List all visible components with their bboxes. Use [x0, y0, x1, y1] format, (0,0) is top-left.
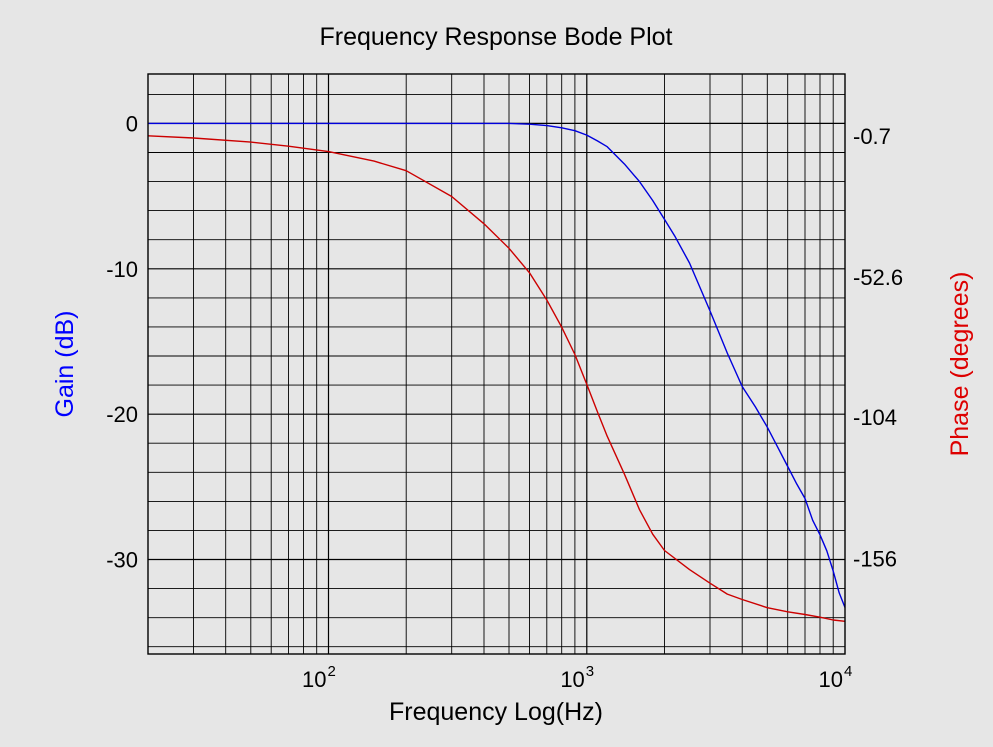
left-y-tick-label: -30 — [106, 548, 138, 573]
x-tick-label-base: 10 — [302, 667, 326, 692]
right-y-tick-label: -104 — [853, 405, 897, 430]
plot-frame — [147, 73, 846, 655]
x-tick-label-base: 10 — [560, 667, 584, 692]
x-tick-label-base: 10 — [819, 667, 843, 692]
left-y-tick-label: -10 — [106, 257, 138, 282]
left-y-tick-label: 0 — [126, 111, 138, 136]
gain-series-line — [148, 122, 846, 608]
phase-series-line — [147, 135, 846, 622]
plot-area — [148, 74, 845, 654]
left-y-axis-label: Gain (dB) — [51, 311, 79, 418]
left-y-tick-label: -20 — [106, 402, 138, 427]
chart-title: Frequency Response Bode Plot — [320, 23, 673, 51]
right-y-tick-label: -156 — [853, 547, 897, 572]
right-y-tick-label: -52.6 — [853, 265, 903, 290]
x-tick-label-exponent: 2 — [328, 663, 336, 680]
right-y-tick-label: -0.7 — [853, 124, 891, 149]
x-axis-label: Frequency Log(Hz) — [389, 698, 603, 726]
right-y-axis-label: Phase (degrees) — [946, 272, 974, 457]
x-tick-label-exponent: 4 — [844, 663, 852, 680]
series-layer — [147, 122, 846, 622]
x-tick-label-exponent: 3 — [586, 663, 594, 680]
